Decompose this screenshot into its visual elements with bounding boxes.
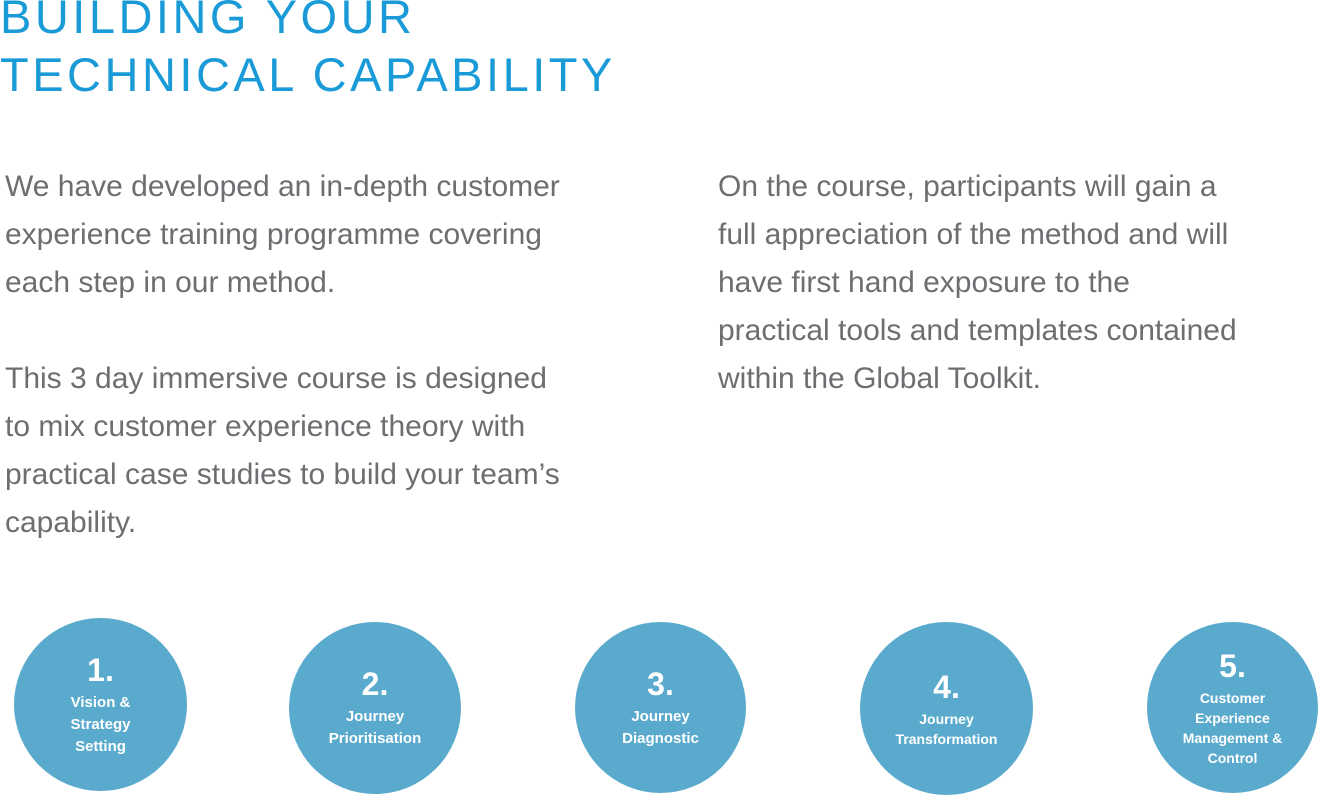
step-2-label: Journey Prioritisation <box>329 706 422 750</box>
label-line: Transformation <box>895 730 998 747</box>
page-title-line-1: BUILDING YOUR <box>0 0 416 43</box>
label-line: Setting <box>75 737 126 755</box>
step-1-label: Vision & Strategy Setting <box>70 692 130 758</box>
intro-paragraph: We have developed an in-depth customer e… <box>5 163 560 307</box>
step-2-circle: 2. Journey Prioritisation <box>289 622 461 794</box>
text-line: We have developed an in-depth customer <box>5 170 560 203</box>
step-2-number: 2. <box>361 666 389 702</box>
text-line: full appreciation of the method and will <box>718 218 1229 251</box>
label-line: Customer <box>1199 689 1266 706</box>
label-line: Control <box>1207 749 1258 766</box>
text-line: practical case studies to build your tea… <box>5 458 560 491</box>
label-line: Vision & <box>70 693 131 711</box>
course-paragraph: This 3 day immersive course is designed … <box>5 355 560 547</box>
text-line: to mix customer experience theory with <box>5 410 526 443</box>
step-4-label: Journey Transformation <box>896 709 998 749</box>
label-line: Experience <box>1195 709 1270 726</box>
step-1-circle: 1. Vision & Strategy Setting <box>14 618 187 791</box>
step-3-circle: 3. Journey Diagnostic <box>575 622 746 793</box>
label-line: Journey <box>919 710 974 727</box>
page-title: BUILDING YOUR TECHNICAL CAPABILITY <box>0 0 616 104</box>
participants-paragraph: On the course, participants will gain a … <box>718 163 1237 403</box>
step-5-label: Customer Experience Management & Control <box>1183 688 1283 768</box>
text-line: have first hand exposure to the <box>718 266 1130 299</box>
step-1-number: 1. <box>87 651 114 688</box>
step-3-label: Journey Diagnostic <box>622 706 699 750</box>
text-line: capability. <box>5 506 137 539</box>
text-line: each step in our method. <box>5 266 336 299</box>
label-line: Journey <box>345 708 405 725</box>
label-line: Management & <box>1182 729 1283 746</box>
step-4-number: 4. <box>933 668 960 705</box>
text-line: This 3 day immersive course is designed <box>5 362 547 395</box>
label-line: Strategy <box>70 715 131 733</box>
text-line: practical tools and templates contained <box>718 314 1237 347</box>
left-column: We have developed an in-depth customer e… <box>5 163 560 595</box>
label-line: Prioritisation <box>328 730 422 747</box>
right-column: On the course, participants will gain a … <box>718 163 1237 451</box>
step-3-number: 3. <box>647 665 674 702</box>
step-5-circle: 5. Customer Experience Management & Cont… <box>1147 622 1318 793</box>
text-line: within the Global Toolkit. <box>718 362 1041 395</box>
label-line: Journey <box>631 707 690 725</box>
step-5-number: 5. <box>1219 647 1246 684</box>
page-title-line-2: TECHNICAL CAPABILITY <box>0 48 616 101</box>
text-line: experience training programme covering <box>5 218 542 251</box>
text-line: On the course, participants will gain a <box>718 170 1217 203</box>
step-4-circle: 4. Journey Transformation <box>860 622 1033 795</box>
label-line: Diagnostic <box>622 729 699 747</box>
